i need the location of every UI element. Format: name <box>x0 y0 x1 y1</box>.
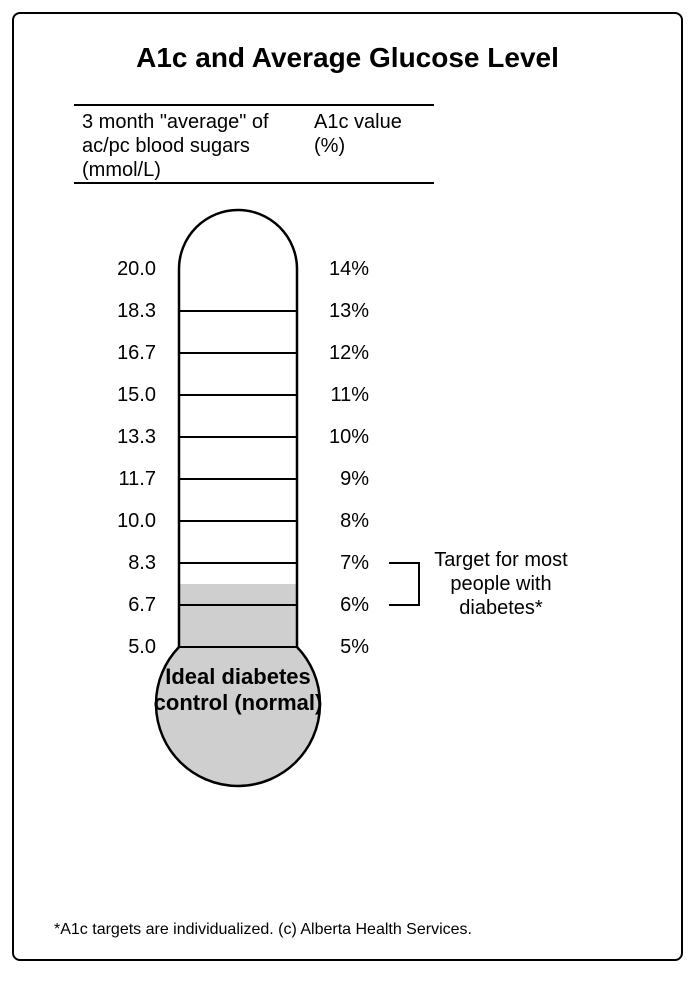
mmol-value-5: 11.7 <box>86 468 156 491</box>
column-header-a1c: A1c value (%) <box>314 110 434 158</box>
a1c-value-3: 11% <box>309 384 369 407</box>
mmol-value-0: 20.0 <box>86 258 156 281</box>
mmol-value-6: 10.0 <box>86 510 156 533</box>
mmol-value-7: 8.3 <box>86 552 156 575</box>
mmol-value-3: 15.0 <box>86 384 156 407</box>
a1c-value-4: 10% <box>309 426 369 449</box>
a1c-value-6: 8% <box>309 510 369 533</box>
a1c-value-7: 7% <box>309 552 369 575</box>
header-rule-bottom <box>74 182 434 184</box>
page-title: A1c and Average Glucose Level <box>14 42 681 74</box>
bulb-label: Ideal diabetes control (normal) <box>148 664 328 716</box>
footnote: *A1c targets are individualized. (c) Alb… <box>54 921 472 939</box>
column-header-mmol: 3 month "average" of ac/pc blood sugars … <box>82 110 292 182</box>
mmol-value-8: 6.7 <box>86 594 156 617</box>
page-frame: A1c and Average Glucose Level 3 month "a… <box>12 12 683 961</box>
a1c-value-1: 13% <box>309 300 369 323</box>
target-label: Target for most people with diabetes* <box>431 548 571 620</box>
a1c-value-5: 9% <box>309 468 369 491</box>
a1c-value-9: 5% <box>309 636 369 659</box>
a1c-value-8: 6% <box>309 594 369 617</box>
mmol-value-2: 16.7 <box>86 342 156 365</box>
thermometer-diagram: 20.0 14% 18.3 13% 16.7 12% 15.0 11% 13.3 10% 11.7 9… <box>14 194 685 894</box>
header-rule-top <box>74 104 434 106</box>
a1c-value-0: 14% <box>309 258 369 281</box>
thermometer-svg <box>14 194 685 894</box>
mmol-value-9: 5.0 <box>86 636 156 659</box>
a1c-value-2: 12% <box>309 342 369 365</box>
mmol-value-4: 13.3 <box>86 426 156 449</box>
mmol-value-1: 18.3 <box>86 300 156 323</box>
